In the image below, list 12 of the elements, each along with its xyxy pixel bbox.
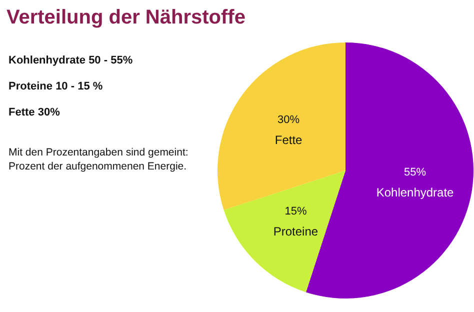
text: Fette 30% bbox=[8, 106, 60, 118]
text: Proteine 10 - 15 % bbox=[8, 80, 103, 92]
data-label: 15% bbox=[284, 205, 307, 218]
chart-title: Verteilung der Nährstoffe bbox=[6, 6, 246, 28]
slice-label: Proteine bbox=[273, 224, 318, 238]
text: Prozent der aufgenommenen Energie. bbox=[8, 160, 187, 172]
data-label: 55% bbox=[404, 166, 426, 179]
slice-label: Fette bbox=[274, 133, 303, 148]
slice-label: Kohlenhydrate bbox=[376, 186, 454, 200]
text: Mit den Prozentangaben sind gemeint: bbox=[8, 146, 188, 158]
data-label: 30% bbox=[278, 114, 300, 126]
text: Kohlenhydrate 50 - 55% bbox=[8, 54, 133, 66]
